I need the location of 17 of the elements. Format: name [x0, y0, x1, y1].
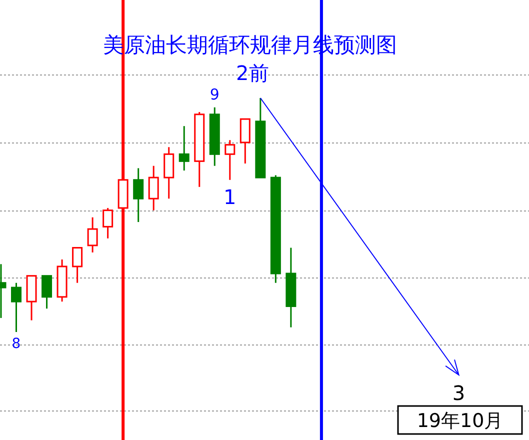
text: 3	[452, 381, 466, 405]
annotation: 1	[224, 184, 236, 209]
candlestick	[164, 146, 174, 200]
candlestick	[72, 247, 83, 284]
candlestick	[87, 216, 98, 254]
candlestick	[11, 282, 22, 333]
candlestick	[224, 139, 236, 181]
candlestick	[133, 167, 144, 223]
candlestick	[102, 207, 114, 240]
text: 19年10月	[416, 410, 504, 432]
annotation: 9	[210, 85, 220, 104]
text: 8	[12, 336, 21, 352]
candlestick	[148, 165, 159, 212]
candlestick	[178, 125, 190, 172]
candlestick	[240, 118, 250, 164]
candlestick	[42, 275, 52, 310]
text: 2前	[236, 61, 269, 85]
